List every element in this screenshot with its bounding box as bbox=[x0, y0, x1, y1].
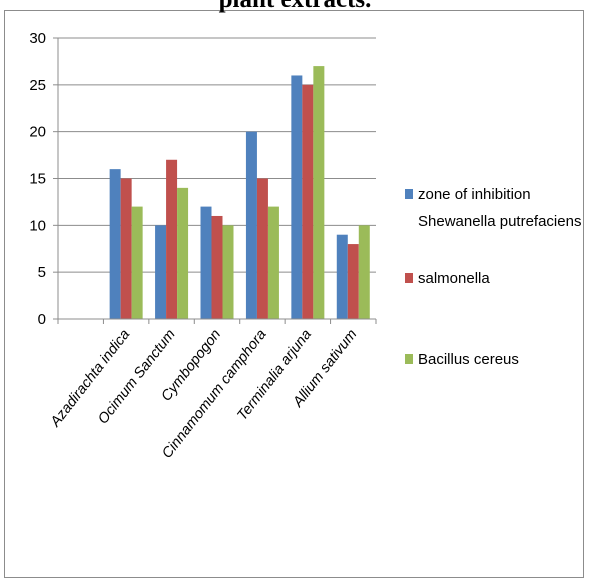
bar bbox=[313, 66, 325, 319]
legend-swatch bbox=[405, 354, 413, 364]
bar bbox=[256, 178, 268, 319]
bar bbox=[291, 75, 303, 319]
bar bbox=[267, 206, 279, 319]
y-tick-label: 20 bbox=[29, 124, 46, 141]
bar bbox=[109, 169, 121, 319]
chart-title: plant extracts. bbox=[0, 0, 590, 14]
bar bbox=[302, 84, 314, 319]
bar bbox=[347, 244, 359, 319]
y-tick-label: 15 bbox=[29, 171, 46, 188]
bar bbox=[336, 234, 348, 319]
legend-swatch bbox=[405, 189, 413, 199]
legend-label: zone of inhibition bbox=[418, 186, 531, 203]
bar bbox=[211, 215, 223, 319]
bar bbox=[245, 131, 257, 319]
legend-label: salmonella bbox=[418, 270, 490, 287]
bar bbox=[155, 225, 167, 319]
axes bbox=[53, 37, 377, 324]
bar bbox=[166, 159, 178, 319]
bars bbox=[109, 66, 370, 319]
legend-swatch bbox=[405, 273, 413, 283]
bar bbox=[200, 206, 212, 319]
x-category-label: Azadirachta indica bbox=[47, 327, 133, 431]
y-tick-label: 25 bbox=[29, 77, 46, 94]
y-tick-labels: 0 5 10 15 20 25 30 bbox=[29, 30, 46, 328]
legend-label: Bacillus cereus bbox=[418, 351, 519, 368]
y-tick-label: 5 bbox=[38, 264, 46, 281]
bar bbox=[177, 187, 189, 319]
bar bbox=[358, 225, 370, 319]
legend-label: Shewanella putrefaciens bbox=[418, 213, 581, 230]
bar bbox=[131, 206, 143, 319]
y-tick-label: 10 bbox=[29, 217, 46, 234]
y-tick-label: 0 bbox=[38, 311, 46, 328]
legend: zone of inhibition Shewanella putrefacien… bbox=[405, 186, 581, 368]
bar bbox=[222, 225, 234, 319]
bar bbox=[120, 178, 132, 319]
y-tick-label: 30 bbox=[29, 30, 46, 47]
